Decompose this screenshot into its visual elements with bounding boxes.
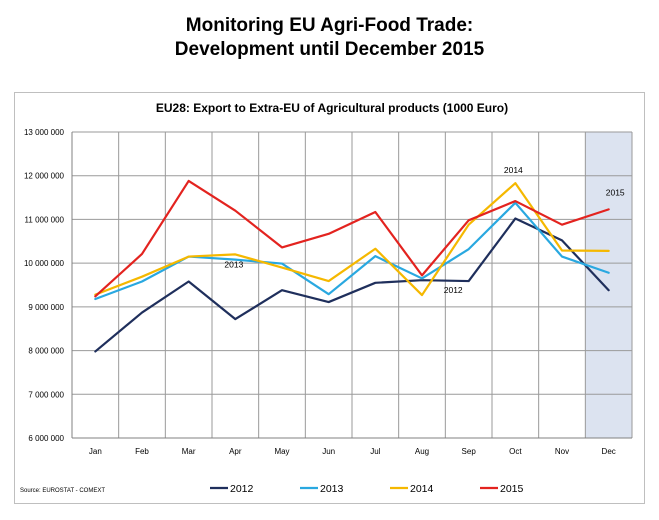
source-note: Source: EUROSTAT - COMEXT xyxy=(20,488,105,494)
x-tick-label: Sep xyxy=(462,447,477,456)
annotation-label: 2015 xyxy=(606,187,625,197)
annotations: 2014 2015 2013 2012 xyxy=(224,165,625,295)
x-axis-ticks: Jan Feb Mar Apr May Jun Jul Aug Sep Oct Nov Dec xyxy=(89,447,616,456)
x-tick-label: Apr xyxy=(229,447,242,456)
y-tick-label: 11 000 000 xyxy=(25,215,65,224)
x-tick-label: Nov xyxy=(555,447,569,456)
x-tick-label: Feb xyxy=(135,447,149,456)
x-tick-label: Jun xyxy=(322,447,335,456)
y-tick-label: 13 000 000 xyxy=(24,128,65,137)
x-tick-label: Jan xyxy=(89,447,102,456)
y-tick-label: 9 000 000 xyxy=(28,303,64,312)
legend-label-2013: 2013 xyxy=(320,483,344,495)
series-lines xyxy=(94,179,610,353)
axes xyxy=(71,132,632,439)
y-axis-ticks: 6 000 000 7 000 000 8 000 000 9 000 000 10 0… xyxy=(24,128,65,443)
legend-label-2015: 2015 xyxy=(500,483,524,495)
page-title: Monitoring EU Agri-Food Trade: Developme… xyxy=(0,14,659,62)
x-tick-label: Jul xyxy=(370,447,380,456)
annotation-label: 2013 xyxy=(224,260,243,270)
x-tick-label: Dec xyxy=(602,447,616,456)
annotation-label: 2014 xyxy=(504,165,523,175)
series-line-2014 xyxy=(94,182,610,297)
y-tick-label: 12 000 000 xyxy=(24,172,65,181)
gridlines xyxy=(71,131,633,439)
legend-label-2014: 2014 xyxy=(410,483,434,495)
y-tick-label: 6 000 000 xyxy=(28,434,64,443)
annotation-label: 2012 xyxy=(444,285,463,295)
page-title-line1: Monitoring EU Agri-Food Trade: xyxy=(185,15,474,36)
page-title-line2: Development until December 2015 xyxy=(174,39,485,60)
highlight-band xyxy=(585,132,632,438)
x-tick-label: Aug xyxy=(415,447,429,456)
legend-label-2012: 2012 xyxy=(230,483,254,495)
series-line-2012 xyxy=(94,217,610,353)
x-tick-label: May xyxy=(274,447,289,456)
y-tick-label: 7 000 000 xyxy=(28,390,64,399)
y-tick-label: 8 000 000 xyxy=(28,347,64,356)
y-tick-label: 10 000 000 xyxy=(24,259,65,268)
legend: 2012 2013 2014 2015 xyxy=(210,483,524,495)
series-line-2015 xyxy=(94,179,610,298)
chart-title: EU28: Export to Extra-EU of Agricultural… xyxy=(156,101,508,115)
x-tick-label: Oct xyxy=(509,447,522,456)
x-tick-label: Mar xyxy=(182,447,196,456)
